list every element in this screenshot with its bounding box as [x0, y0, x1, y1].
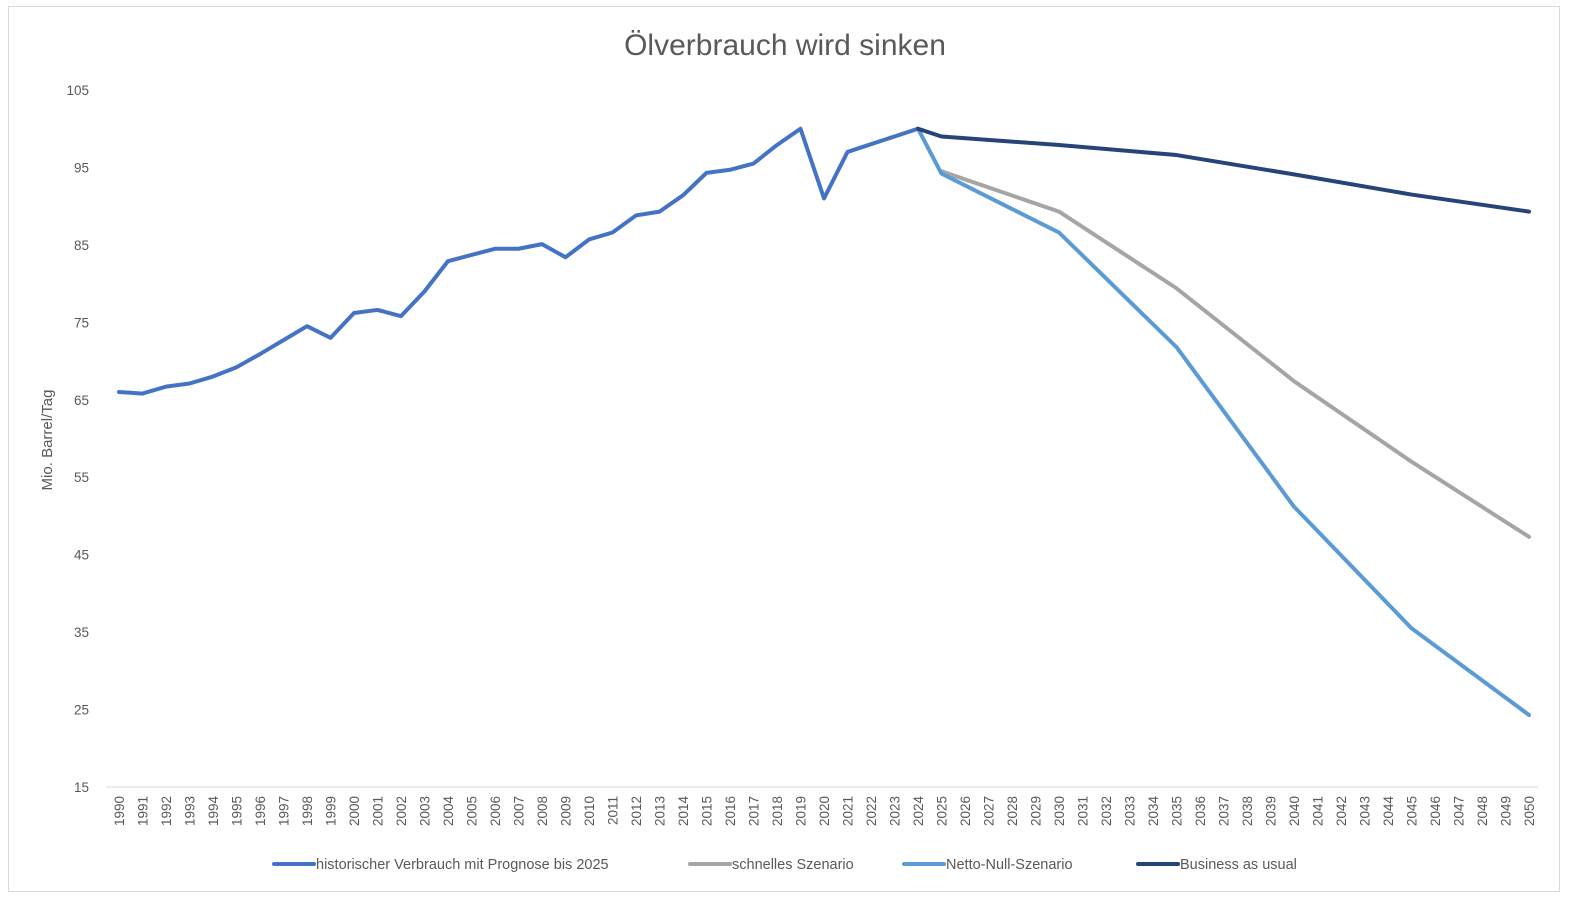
x-tick-label: 1999	[324, 796, 339, 826]
x-tick-label: 2038	[1240, 796, 1255, 826]
y-axis-label: Mio. Barrel/Tag	[39, 390, 56, 491]
y-tick-label: 85	[74, 238, 89, 253]
x-tick-label: 2006	[488, 796, 503, 826]
x-tick-label: 2010	[582, 796, 597, 826]
x-tick-label: 2045	[1405, 796, 1420, 826]
x-tick-label: 2021	[841, 796, 856, 826]
legend-label-2: schnelles Szenario	[732, 857, 854, 873]
y-tick-label: 105	[66, 83, 89, 98]
x-tick-label: 2036	[1193, 796, 1208, 826]
x-tick-label: 1998	[300, 796, 315, 826]
x-tick-label: 2002	[394, 796, 409, 826]
x-tick-label: 1993	[183, 796, 198, 826]
y-tick-label: 65	[74, 393, 89, 408]
x-tick-label: 2018	[770, 796, 785, 826]
x-tick-label: 2011	[606, 796, 621, 825]
x-tick-label: 2017	[747, 796, 762, 826]
x-tick-label: 2041	[1311, 796, 1326, 826]
legend: historischer Verbrauch mit Prognose bis …	[272, 857, 1297, 873]
chart-frame	[8, 6, 1560, 892]
x-tick-label: 2001	[371, 796, 386, 826]
legend-label-4: Business as usual	[1180, 857, 1297, 873]
x-tick-label: 2030	[1052, 796, 1067, 826]
x-tick-label: 2039	[1264, 796, 1279, 826]
x-tick-label: 1996	[253, 796, 268, 826]
x-tick-label: 2047	[1452, 796, 1467, 826]
x-tick-label: 2029	[1029, 796, 1044, 826]
x-tick-label: 2028	[1005, 796, 1020, 826]
x-tick-label: 1992	[159, 796, 174, 826]
x-tick-label: 2049	[1499, 796, 1514, 826]
x-tick-label: 2037	[1217, 796, 1232, 826]
x-tick-label: 2005	[465, 796, 480, 826]
x-tick-label: 2046	[1428, 796, 1443, 826]
legend-label-1: historischer Verbrauch mit Prognose bis …	[316, 857, 609, 873]
x-tick-label: 2003	[418, 796, 433, 826]
x-axis-ticks: 1990 1991 1992 1993 1994 1995 1996 1997 1998 1999…	[112, 796, 1537, 827]
x-tick-label: 2035	[1170, 796, 1185, 826]
x-tick-label: 2043	[1358, 796, 1373, 826]
y-tick-label: 45	[74, 548, 89, 563]
x-tick-label: 2016	[723, 796, 738, 826]
x-tick-label: 2009	[559, 796, 574, 826]
x-tick-label: 2026	[958, 796, 973, 826]
x-tick-label: 2034	[1146, 796, 1161, 827]
x-tick-label: 2024	[911, 796, 926, 827]
x-tick-label: 1995	[230, 796, 245, 826]
series-line-4	[916, 126, 1531, 214]
x-tick-label: 2004	[441, 796, 456, 827]
x-tick-label: 2044	[1381, 796, 1396, 827]
x-tick-label: 2019	[794, 796, 809, 826]
y-tick-label: 95	[74, 160, 89, 175]
x-tick-label: 2015	[700, 796, 715, 826]
x-tick-label: 2025	[935, 796, 950, 826]
legend-label-3: Netto-Null-Szenario	[946, 857, 1073, 873]
x-tick-label: 2048	[1475, 796, 1490, 826]
x-tick-label: 2020	[817, 796, 832, 826]
x-tick-label: 2022	[864, 796, 879, 826]
y-tick-label: 55	[74, 470, 89, 485]
x-tick-label: 2014	[676, 796, 691, 827]
x-tick-label: 2012	[629, 796, 644, 826]
x-tick-label: 2008	[535, 796, 550, 826]
x-tick-label: 2000	[347, 796, 362, 826]
y-tick-label: 15	[74, 780, 89, 795]
x-tick-label: 1994	[206, 796, 221, 827]
series-line-3	[916, 126, 1531, 717]
x-tick-label: 2013	[653, 796, 668, 826]
series-lines	[117, 126, 1531, 717]
x-tick-label: 2027	[982, 796, 997, 826]
y-tick-label: 35	[74, 625, 89, 640]
series-line-2	[939, 169, 1531, 539]
y-tick-label: 25	[74, 703, 89, 718]
y-axis-ticks: 15 25 35 45 55 65 75 85 95 105	[66, 83, 89, 795]
x-tick-label: 2042	[1334, 796, 1349, 826]
chart-title: Ölverbrauch wird sinken	[624, 29, 946, 62]
x-tick-label: 2050	[1522, 796, 1537, 826]
x-tick-label: 2023	[888, 796, 903, 826]
x-tick-label: 2031	[1076, 796, 1091, 826]
series-line-1	[117, 126, 920, 396]
x-tick-label: 2033	[1123, 796, 1138, 826]
x-tick-label: 2040	[1287, 796, 1302, 826]
x-tick-label: 1997	[277, 796, 292, 826]
x-tick-label: 1991	[136, 796, 151, 826]
x-tick-label: 2032	[1099, 796, 1114, 826]
x-tick-label: 1990	[112, 796, 127, 826]
y-tick-label: 75	[74, 315, 89, 330]
x-tick-label: 2007	[512, 796, 527, 826]
